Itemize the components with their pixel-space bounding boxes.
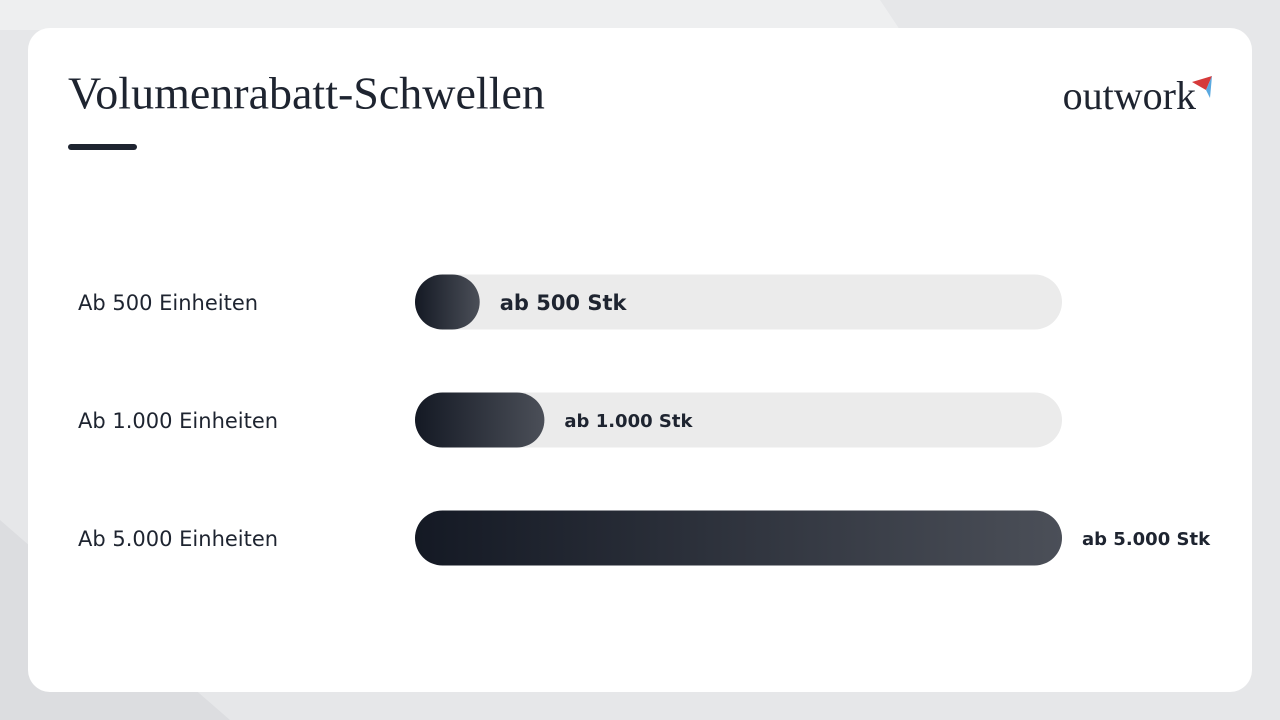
card [28,28,1252,692]
value-label: ab 1.000 Stk [564,411,693,432]
bar [415,510,1062,566]
plot: Ab 500 Einheiten ab 500 Stk Ab 1.000 Einhe… [78,274,1211,566]
value-label: ab 5.000 Stk [1082,529,1211,550]
bar [415,274,480,330]
category-label: Ab 1.000 Einheiten [78,409,278,433]
logo-mark [1206,76,1212,98]
bar-track [415,392,1062,448]
background-shape [0,0,900,30]
title-underline [68,144,137,150]
value-label: ab 500 Stk [500,291,628,315]
logo-mark [1192,76,1212,90]
bar-track [415,274,1062,330]
logo: outwork [1063,73,1196,118]
category-label: Ab 5.000 Einheiten [78,527,278,551]
chart-title: Volumenrabatt-Schwellen [68,68,545,119]
bar [415,392,545,448]
category-label: Ab 500 Einheiten [78,291,258,315]
